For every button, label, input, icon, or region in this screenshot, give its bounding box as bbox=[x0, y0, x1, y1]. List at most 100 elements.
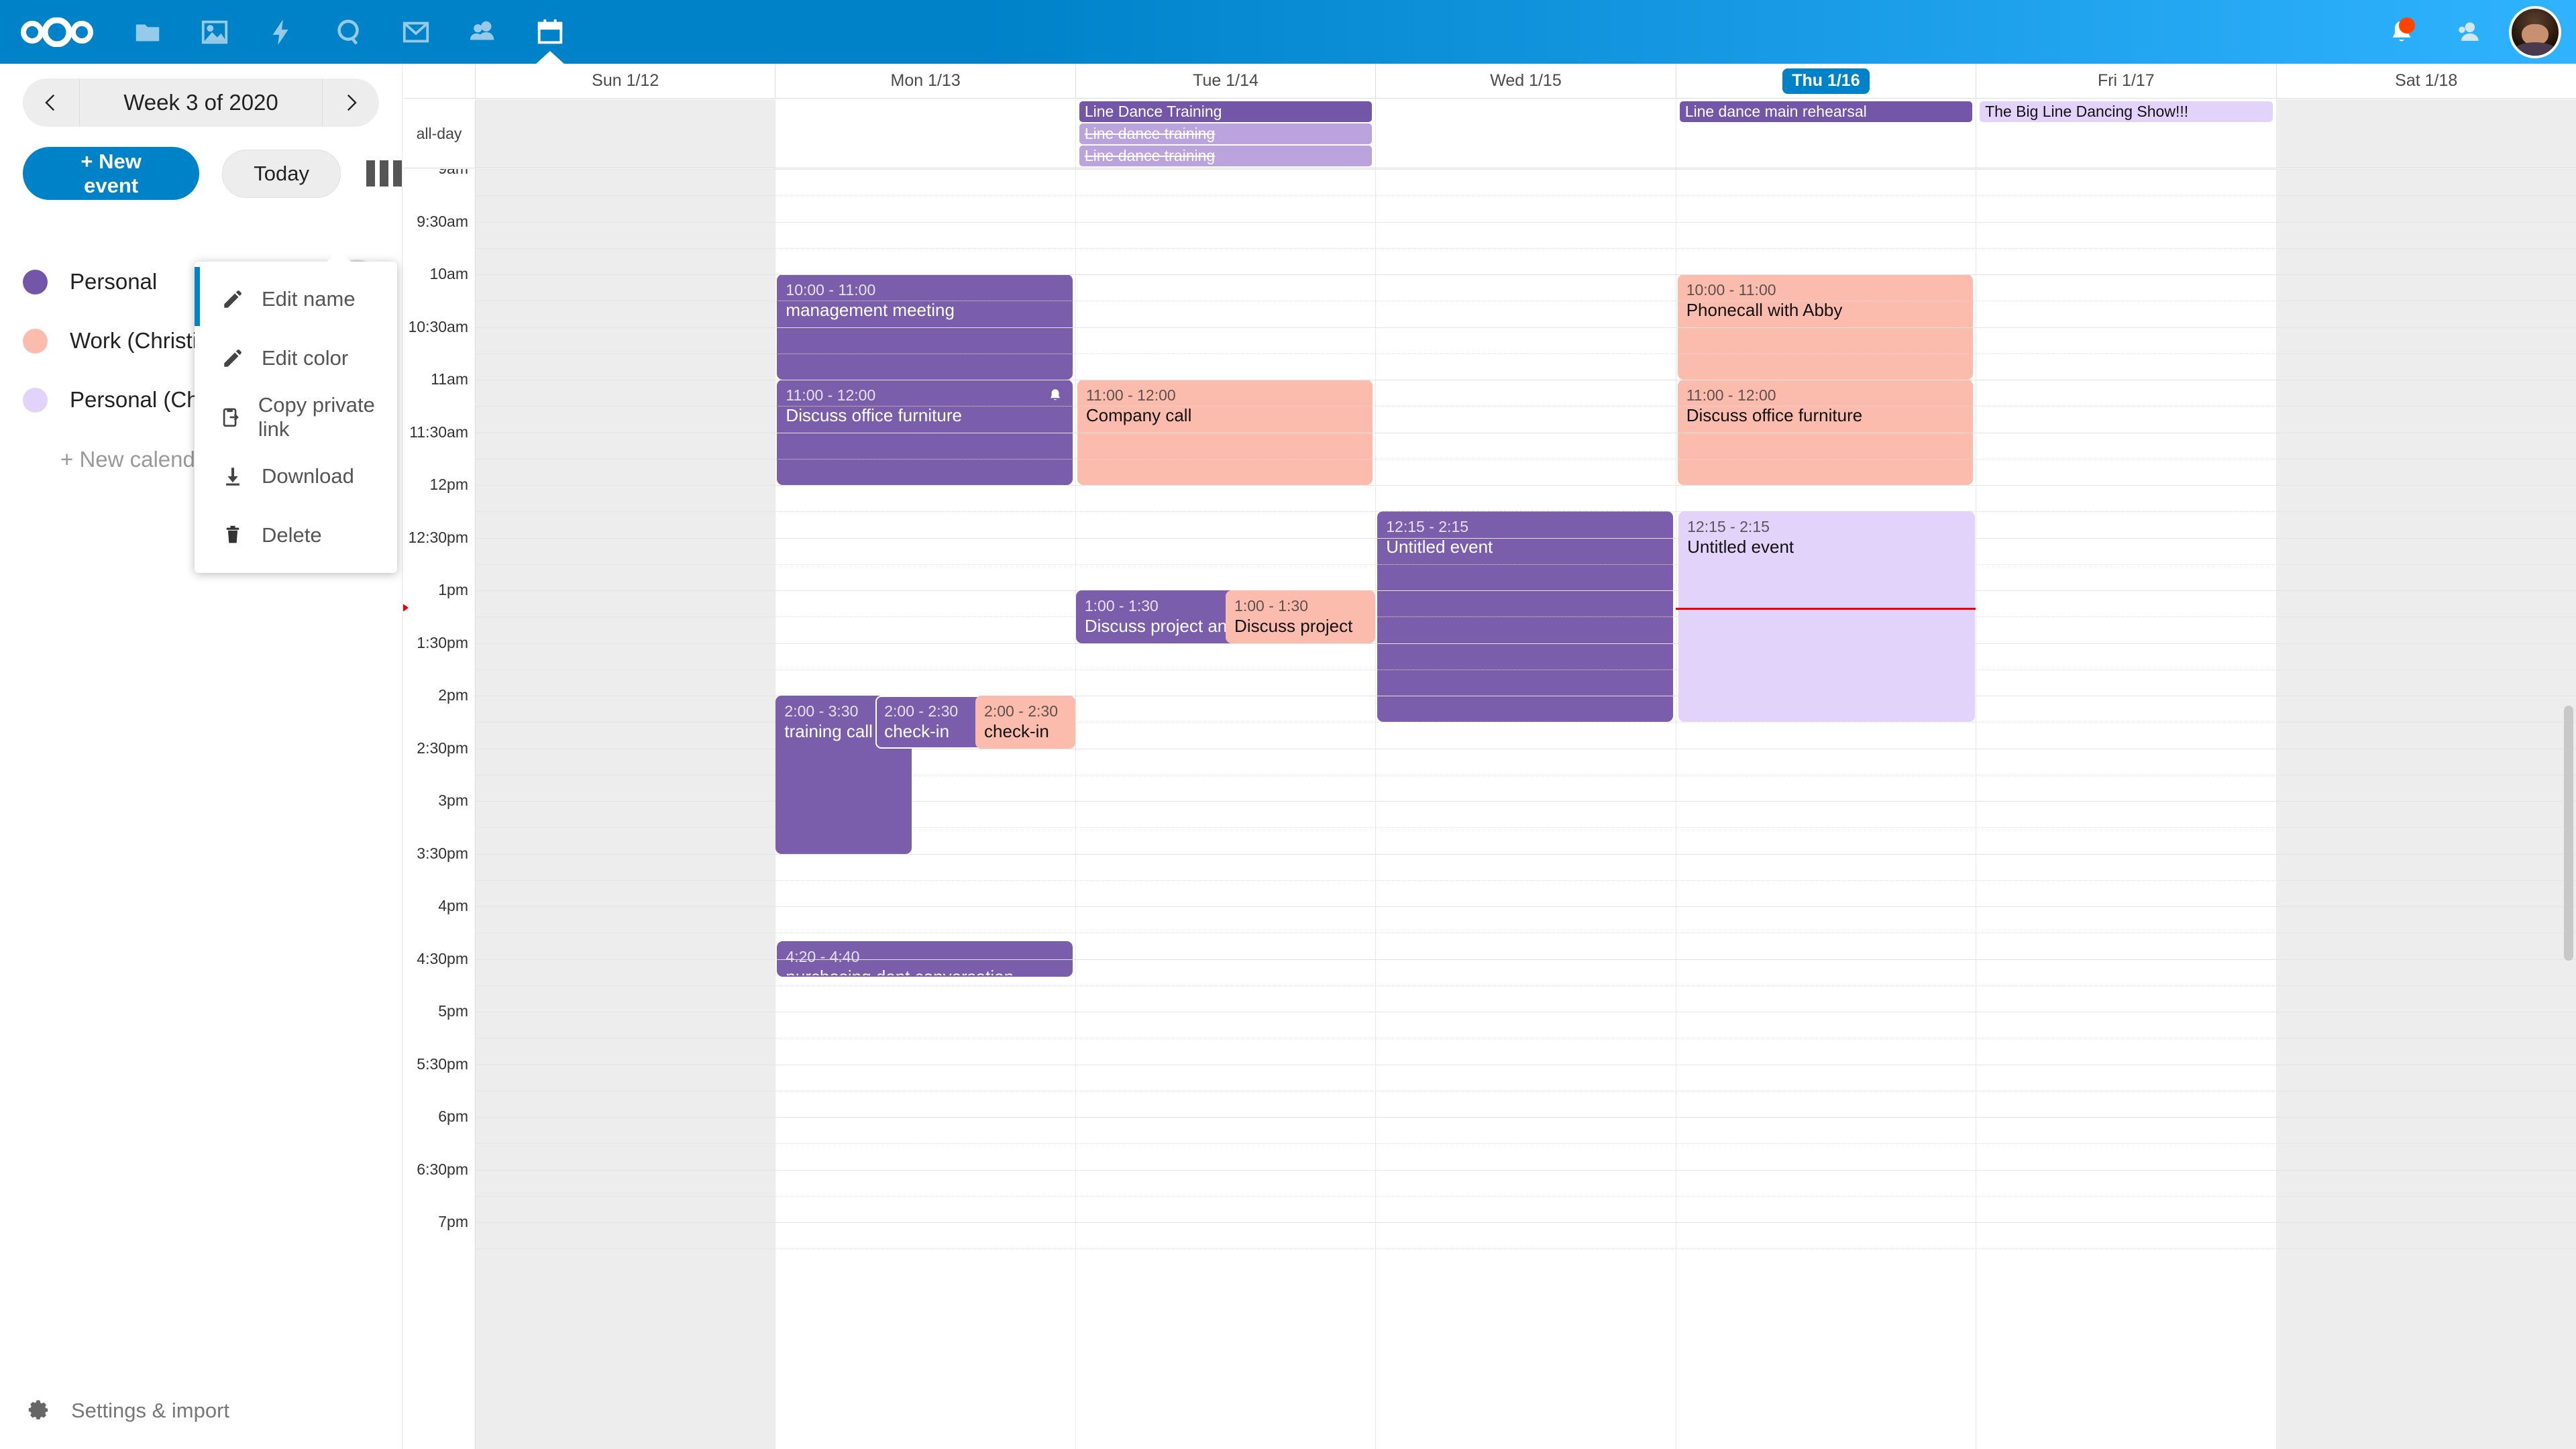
day-header-label: Wed 1/15 bbox=[1490, 71, 1562, 90]
day-header-3[interactable]: Wed 1/15 bbox=[1376, 64, 1676, 98]
all-day-event[interactable]: Line Dance Training bbox=[1079, 101, 1373, 122]
grid-line-quarter bbox=[476, 669, 2576, 670]
event-time: 2:00 - 2:30 bbox=[984, 702, 1058, 720]
day-header-4[interactable]: Thu 1/16 bbox=[1676, 64, 1977, 98]
nav-photos[interactable] bbox=[181, 0, 248, 64]
nav-search[interactable] bbox=[315, 0, 382, 64]
nav-files[interactable] bbox=[114, 0, 181, 64]
grid-line bbox=[476, 801, 2576, 802]
time-label: 12:30pm bbox=[408, 528, 468, 546]
grid-line-quarter bbox=[476, 1195, 2576, 1197]
all-day-cell-0[interactable] bbox=[476, 99, 776, 168]
calendar-event[interactable]: 12:15 - 2:15 Untitled event bbox=[1678, 511, 1976, 722]
all-day-cell-4[interactable]: Line dance main rehearsal bbox=[1676, 99, 1977, 168]
grid-line bbox=[476, 169, 2576, 170]
day-header-label: Sat 1/18 bbox=[2395, 71, 2458, 90]
time-grid-scroll[interactable]: 9am 9:30am 10am 10:30am 11am 11:30am 12pm 12:30… bbox=[403, 169, 2576, 1449]
day-column-0[interactable] bbox=[476, 169, 776, 1449]
calendar-event[interactable]: 4:20 - 4:40purchasing dept conversation bbox=[777, 941, 1073, 977]
prev-week-button[interactable] bbox=[23, 78, 80, 127]
nav-mail[interactable] bbox=[382, 0, 449, 64]
time-label: 11:30am bbox=[409, 423, 468, 441]
grid-line-quarter bbox=[476, 195, 2576, 197]
day-header-0[interactable]: Sun 1/12 bbox=[476, 64, 776, 98]
menu-item-copy-private-link[interactable]: Copy private link bbox=[195, 388, 397, 447]
menu-item-edit-color[interactable]: Edit color bbox=[195, 329, 397, 388]
event-title: training call bbox=[784, 721, 873, 741]
menu-item-edit-name[interactable]: Edit name bbox=[195, 267, 397, 329]
settings-and-import-button[interactable]: Settings & import bbox=[0, 1396, 402, 1425]
all-day-event[interactable]: Line dance training bbox=[1079, 123, 1373, 144]
nextcloud-logo[interactable] bbox=[0, 17, 114, 47]
grid-line-quarter bbox=[476, 879, 2576, 881]
all-day-cell-3[interactable] bbox=[1376, 99, 1676, 168]
event-time: 11:00 - 12:00 bbox=[1085, 386, 1176, 404]
event-time: 2:00 - 2:30 bbox=[884, 702, 959, 720]
day-column-5[interactable] bbox=[1976, 169, 2277, 1449]
day-column-4[interactable]: 10:00 - 11:00 Phonecall with Abby 11:00 - … bbox=[1676, 169, 1977, 1449]
menu-label: Edit color bbox=[262, 346, 349, 370]
time-label: 11am bbox=[431, 370, 468, 388]
menu-label: Edit name bbox=[262, 287, 356, 311]
grid-line bbox=[476, 590, 2576, 591]
all-day-cell-5[interactable]: The Big Line Dancing Show!!! bbox=[1976, 99, 2277, 168]
current-time-arrow bbox=[403, 600, 409, 616]
nav-contacts[interactable] bbox=[449, 0, 517, 64]
download-arrow-icon bbox=[215, 465, 251, 488]
day-header-2[interactable]: Tue 1/14 bbox=[1076, 64, 1377, 98]
next-week-button[interactable] bbox=[322, 78, 379, 127]
event-time: 10:00 - 11:00 bbox=[786, 281, 876, 299]
menu-item-download[interactable]: Download bbox=[195, 447, 397, 506]
week-view-icon[interactable] bbox=[366, 160, 402, 186]
event-title: Untitled event bbox=[1386, 537, 1493, 557]
event-time: 10:00 - 11:00 bbox=[1686, 281, 1776, 299]
menu-label: Delete bbox=[262, 523, 322, 547]
grid-line bbox=[476, 853, 2576, 855]
day-column-2[interactable]: 11:00 - 12:00 Company call 1:00 - 1:30 Disc… bbox=[1075, 169, 1377, 1449]
nav-calendar[interactable] bbox=[517, 0, 584, 64]
calendar-event[interactable]: 1:00 - 1:30 Discuss project announcement bbox=[1226, 590, 1376, 643]
all-day-cell-1[interactable] bbox=[775, 99, 1076, 168]
event-time: 4:20 - 4:40 bbox=[786, 948, 860, 966]
day-header-5[interactable]: Fri 1/17 bbox=[1976, 64, 2277, 98]
event-title: check-in bbox=[884, 721, 950, 741]
calendar-event[interactable]: 1:00 - 1:30 Discuss project ann bbox=[1075, 590, 1262, 643]
day-header-1[interactable]: Mon 1/13 bbox=[775, 64, 1076, 98]
new-calendar-button[interactable]: + New calendar bbox=[60, 447, 215, 472]
vertical-scrollbar[interactable] bbox=[2564, 706, 2573, 961]
pencil-icon bbox=[215, 347, 251, 370]
calendar-event[interactable]: 2:00 - 2:30 check-in bbox=[975, 696, 1075, 749]
day-columns: 10:00 - 11:00 management meeting 11:00 - 1… bbox=[476, 169, 2576, 1449]
time-label: 10am bbox=[429, 265, 468, 282]
time-label: 12pm bbox=[429, 476, 468, 493]
all-day-cell-2[interactable]: Line Dance Training Line dance training Li… bbox=[1076, 99, 1377, 168]
all-day-event[interactable]: Line dance main rehearsal bbox=[1679, 101, 1973, 122]
event-title: management meeting bbox=[786, 300, 955, 320]
all-day-event[interactable]: The Big Line Dancing Show!!! bbox=[1980, 101, 2273, 122]
grid-line bbox=[476, 485, 2576, 486]
time-label: 2:30pm bbox=[417, 739, 468, 757]
today-button[interactable]: Today bbox=[222, 149, 341, 198]
all-day-label: all-day bbox=[403, 99, 476, 168]
day-column-3[interactable]: 12:15 - 2:15 Untitled event 12:15 - 2:15 Un… bbox=[1376, 169, 1976, 1449]
event-time: 12:15 - 2:15 bbox=[1386, 518, 1469, 536]
new-event-button[interactable]: + New event bbox=[23, 147, 200, 200]
all-day-event[interactable]: Line dance training bbox=[1079, 146, 1373, 166]
time-label: 4pm bbox=[438, 897, 468, 914]
time-label: 1:30pm bbox=[417, 633, 468, 651]
all-day-cell-6[interactable] bbox=[2276, 99, 2576, 168]
day-column-1[interactable]: 10:00 - 11:00 management meeting 11:00 - 1… bbox=[775, 169, 1076, 1449]
event-time: 1:00 - 1:30 bbox=[1234, 597, 1309, 614]
notifications-button[interactable] bbox=[2368, 0, 2435, 64]
event-time: 2:00 - 3:30 bbox=[784, 702, 859, 720]
grid-line-quarter bbox=[476, 406, 2576, 407]
user-avatar[interactable] bbox=[2509, 5, 2561, 58]
day-column-6[interactable] bbox=[2276, 169, 2576, 1449]
day-header-label: Sun 1/12 bbox=[592, 71, 659, 90]
grid-line bbox=[476, 1169, 2576, 1171]
event-title: Company call bbox=[1085, 405, 1192, 425]
menu-item-delete[interactable]: Delete bbox=[195, 506, 397, 565]
nav-activity[interactable] bbox=[248, 0, 315, 64]
day-header-6[interactable]: Sat 1/18 bbox=[2277, 64, 2576, 98]
contacts-menu-button[interactable] bbox=[2435, 0, 2502, 64]
